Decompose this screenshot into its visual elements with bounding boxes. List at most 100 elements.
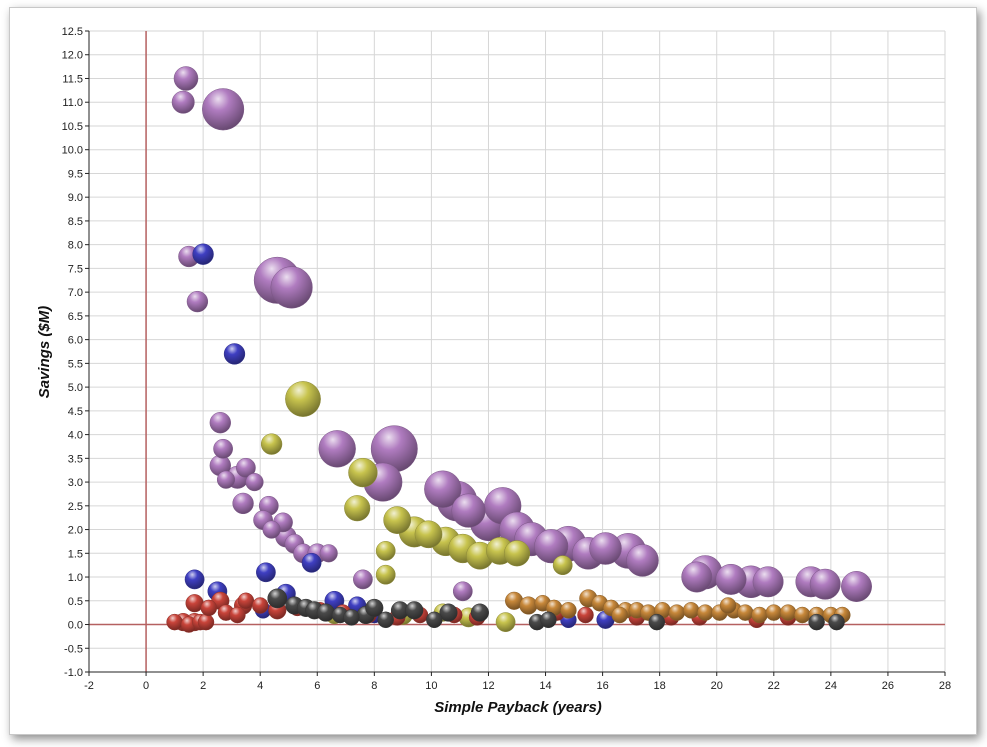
- data-bubble: [348, 457, 378, 488]
- x-tick-label: 18: [654, 680, 666, 692]
- data-bubble: [245, 473, 264, 492]
- data-bubble: [794, 606, 811, 624]
- data-bubble: [752, 566, 784, 598]
- data-bubble: [353, 569, 373, 590]
- x-tick-label: 12: [482, 680, 494, 692]
- data-bubble: [470, 603, 489, 622]
- y-tick-label: 3.5: [68, 453, 83, 465]
- y-tick-label: 5.5: [68, 358, 83, 370]
- x-tick-label: 6: [314, 680, 320, 692]
- x-tick-label: 14: [539, 680, 551, 692]
- data-bubble: [560, 602, 577, 619]
- data-bubble: [383, 506, 412, 534]
- data-bubble: [503, 540, 531, 567]
- y-tick-label: 3.0: [68, 477, 83, 489]
- data-bubble: [166, 613, 183, 631]
- data-bubble: [452, 581, 473, 602]
- data-bubble: [301, 552, 322, 573]
- data-bubble: [681, 561, 713, 593]
- y-tick-label: 8.0: [68, 240, 83, 252]
- data-bubble: [192, 243, 214, 265]
- data-bubble: [808, 613, 825, 631]
- x-axis-label: Simple Payback (years): [434, 699, 602, 716]
- x-tick-label: 20: [711, 680, 723, 692]
- data-bubble: [540, 611, 557, 629]
- data-bubble: [405, 601, 424, 620]
- data-bubble: [534, 529, 569, 564]
- x-tick-label: 0: [143, 680, 149, 692]
- y-tick-label: 1.0: [68, 572, 83, 584]
- data-bubble: [213, 438, 233, 459]
- x-tick-label: 10: [425, 680, 437, 692]
- data-bubble: [375, 564, 396, 585]
- data-bubble: [424, 470, 462, 508]
- zero-reference-lines: [89, 31, 945, 672]
- data-bubble: [260, 433, 283, 455]
- data-bubble: [285, 381, 321, 417]
- y-tick-label: 12.5: [62, 26, 83, 38]
- data-bubble: [439, 603, 458, 622]
- data-bubble: [365, 598, 384, 617]
- y-tick-label: 9.5: [68, 168, 83, 180]
- data-bubble: [719, 597, 737, 614]
- x-tick-label: 4: [257, 680, 263, 692]
- y-tick-label: 5.0: [68, 382, 83, 394]
- data-bubble: [809, 568, 841, 600]
- data-bubble: [495, 612, 516, 632]
- data-bubble: [519, 596, 538, 615]
- data-bubble: [377, 611, 394, 629]
- data-bubble: [184, 569, 205, 590]
- data-bubble: [577, 606, 594, 624]
- x-tick-label: 8: [371, 680, 377, 692]
- data-bubble: [715, 563, 747, 595]
- y-tick-label: 11.5: [62, 73, 83, 85]
- data-bubble: [414, 520, 443, 549]
- data-bubble: [319, 544, 338, 563]
- y-tick-label: 9.0: [68, 192, 83, 204]
- data-bubble: [751, 606, 768, 624]
- data-bubble: [343, 609, 360, 626]
- data-bubble: [251, 597, 269, 614]
- data-bubble: [552, 555, 573, 576]
- y-tick-label: 2.5: [68, 501, 83, 513]
- data-bubble: [668, 604, 686, 621]
- y-tick-label: 11.0: [62, 97, 83, 109]
- data-bubble: [841, 571, 872, 602]
- y-tick-labels: -1.0 -0.5 0.0 0.5 1.0 1.5 2.0 2.5 3.0 3.5 4.0 4.5 5.…: [62, 26, 83, 679]
- data-bubble: [256, 562, 276, 583]
- y-tick-label: 2.0: [68, 525, 83, 537]
- data-bubble: [236, 457, 256, 478]
- data-bubble: [197, 613, 215, 631]
- y-tick-label: 10.0: [62, 145, 83, 157]
- data-bubble: [344, 495, 371, 522]
- data-bubble: [589, 532, 622, 565]
- y-tick-label: 0.5: [68, 596, 83, 608]
- x-tick-label: 28: [939, 680, 951, 692]
- y-axis-label: Savings ($M): [36, 306, 53, 399]
- data-bubble: [316, 603, 335, 622]
- data-bubble: [216, 470, 236, 489]
- x-tick-label: -2: [84, 680, 94, 692]
- data-bubble: [171, 90, 195, 114]
- data-bubble: [611, 606, 628, 624]
- data-bubble: [626, 544, 659, 577]
- data-bubbles: [166, 66, 872, 633]
- data-bubble: [232, 492, 254, 515]
- data-bubble: [223, 343, 246, 365]
- y-tick-label: -1.0: [64, 667, 83, 679]
- data-bubble: [270, 266, 313, 309]
- y-tick-label: 10.5: [62, 121, 83, 133]
- data-bubble: [209, 412, 231, 434]
- data-bubble: [186, 290, 209, 313]
- data-bubble: [267, 588, 288, 609]
- axes: [85, 30, 946, 676]
- data-bubble: [375, 541, 396, 561]
- data-bubble: [648, 613, 666, 631]
- y-tick-label: 8.5: [68, 216, 83, 228]
- y-tick-label: 7.5: [68, 263, 83, 275]
- y-tick-label: 4.5: [68, 406, 83, 418]
- y-tick-label: -0.5: [64, 643, 83, 655]
- x-tick-label: 24: [825, 680, 837, 692]
- x-tick-label: 26: [882, 680, 894, 692]
